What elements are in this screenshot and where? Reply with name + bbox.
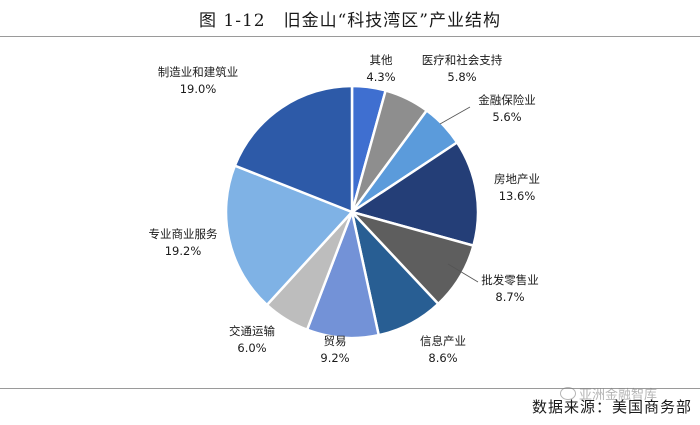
slice-label: 房地产业 <box>494 172 540 186</box>
slice-label: 其他 <box>370 53 393 67</box>
slice-value-label: 8.6% <box>428 351 457 365</box>
chart-title: 图 1-12 旧金山“科技湾区”产业结构 <box>199 11 501 31</box>
pie-slice-10 <box>233 84 354 214</box>
leader-line <box>439 106 471 125</box>
leader-line <box>447 263 479 283</box>
bottom-rule <box>0 388 700 389</box>
watermark: 亚洲金融智库 <box>560 384 657 403</box>
slice-label: 批发零售业 <box>481 273 539 287</box>
slice-value-label: 5.6% <box>492 110 521 124</box>
slice-value-label: 13.6% <box>499 189 536 203</box>
source-note: 数据来源：美国商务部 <box>531 398 692 416</box>
wechat-icon <box>560 387 576 400</box>
slice-value-label: 9.2% <box>320 351 349 365</box>
slice-value-label: 6.0% <box>237 341 266 355</box>
watermark-text: 亚洲金融智库 <box>579 388 658 403</box>
slice-value-label: 8.7% <box>495 290 524 304</box>
slice-label: 医疗和社会支持 <box>422 53 503 67</box>
slice-label: 交通运输 <box>229 324 275 338</box>
slice-label: 贸易 <box>324 334 347 348</box>
slice-value-label: 5.8% <box>447 70 476 84</box>
slice-label: 金融保险业 <box>478 93 536 107</box>
slice-value-label: 19.2% <box>165 244 202 258</box>
slice-value-label: 19.0% <box>180 82 217 96</box>
top-rule <box>0 36 700 37</box>
slice-value-label: 4.3% <box>366 70 395 84</box>
slice-label: 制造业和建筑业 <box>158 65 239 79</box>
slice-label: 信息产业 <box>420 334 466 348</box>
slice-label: 专业商业服务 <box>149 227 218 241</box>
